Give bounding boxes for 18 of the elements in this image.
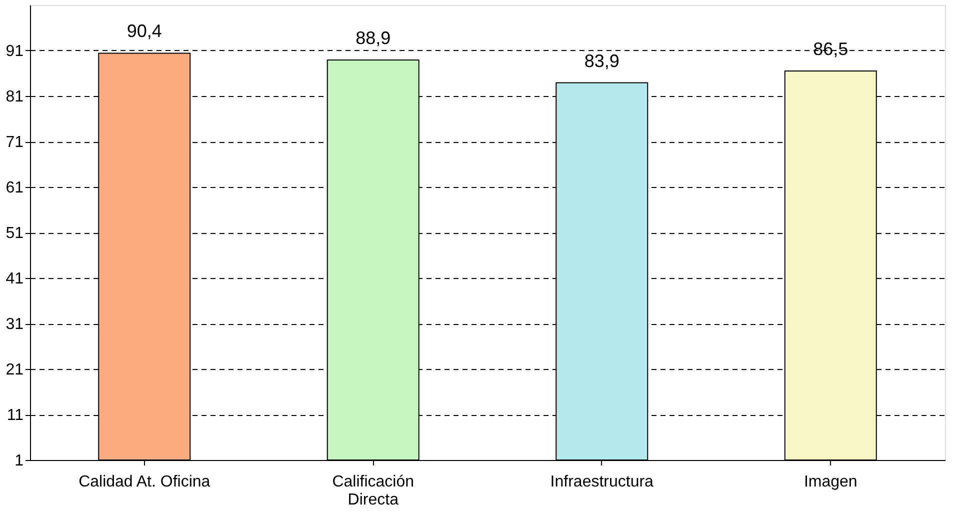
y-tick-label: 91 [6,43,24,60]
y-tick-label: 21 [6,362,24,378]
x-tick-label: Imagen [804,474,858,490]
y-tick-label: 31 [6,316,24,333]
data-label: 83,9 [584,50,620,71]
x-tick-label: Infraestructura [550,474,654,490]
y-tick-label: 51 [6,225,24,242]
y-tick-label: 1 [14,452,24,470]
y-tick-label: 71 [6,134,24,151]
data-label: 90,4 [126,21,162,42]
y-tick-label: 61 [6,180,24,196]
x-tick-label: Calidad At. Oficina [78,474,210,490]
y-tick-label: 81 [6,88,24,106]
y-tick-label: 41 [6,270,24,288]
data-label: 88,9 [356,28,391,48]
data-label: 86,5 [813,38,848,59]
x-tick-label: Calificación Directa [332,474,414,508]
y-tick-label: 11 [6,407,24,424]
